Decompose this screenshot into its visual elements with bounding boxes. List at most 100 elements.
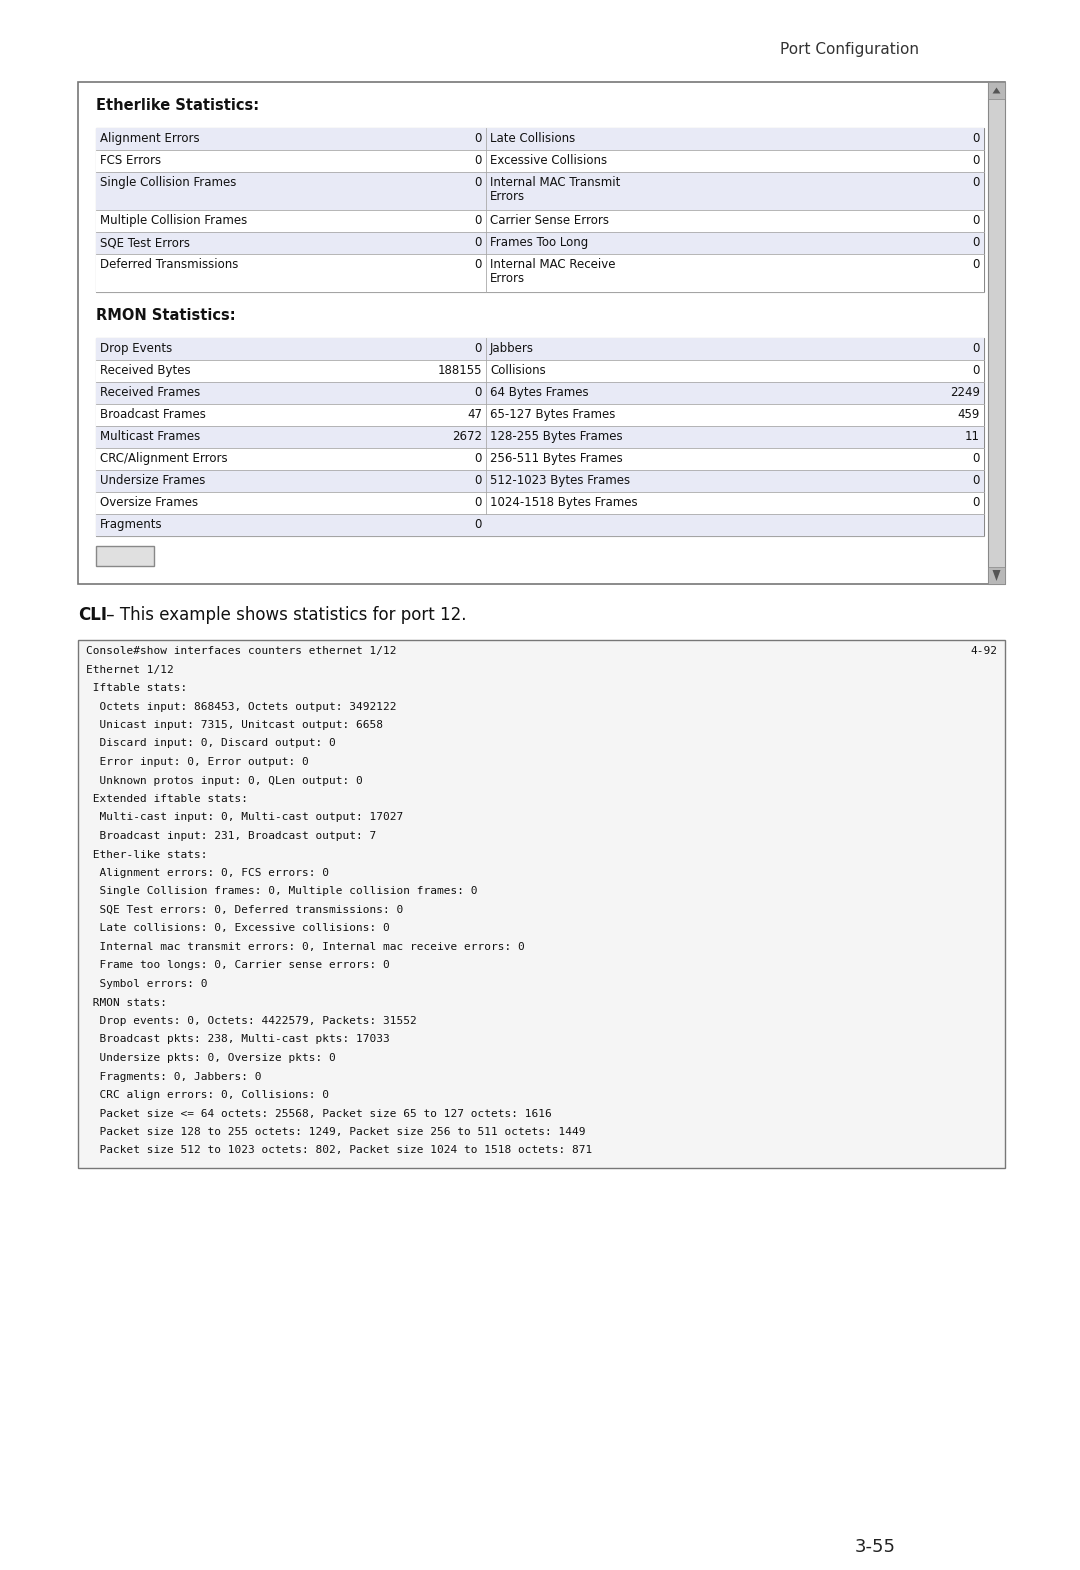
Bar (96, 173, 984, 210)
Text: 0: 0 (973, 474, 980, 487)
Bar (96, 210, 984, 232)
Text: Iftable stats:: Iftable stats: (86, 683, 187, 692)
Text: 3-55: 3-55 (855, 1539, 896, 1556)
Text: 4-92: 4-92 (970, 645, 997, 656)
Text: Fragments: Fragments (100, 518, 163, 531)
Text: 0: 0 (474, 176, 482, 188)
Text: CLI: CLI (78, 606, 107, 623)
Text: Broadcast input: 231, Broadcast output: 7: Broadcast input: 231, Broadcast output: … (86, 831, 376, 842)
Text: Refresh: Refresh (103, 550, 147, 562)
Bar (96, 469, 984, 491)
Text: 0: 0 (973, 154, 980, 166)
Text: Packet size 128 to 255 octets: 1249, Packet size 256 to 511 octets: 1449: Packet size 128 to 255 octets: 1249, Pac… (86, 1127, 585, 1137)
Text: Frame too longs: 0, Carrier sense errors: 0: Frame too longs: 0, Carrier sense errors… (86, 961, 390, 970)
Text: Undersize pkts: 0, Oversize pkts: 0: Undersize pkts: 0, Oversize pkts: 0 (86, 1053, 336, 1063)
Bar (96, 338, 984, 360)
Text: 459: 459 (958, 408, 980, 421)
Text: 0: 0 (973, 176, 980, 188)
Text: 0: 0 (973, 214, 980, 228)
Text: Excessive Collisions: Excessive Collisions (490, 154, 607, 166)
Text: 0: 0 (973, 236, 980, 250)
Bar (96, 382, 984, 403)
Text: Port Configuration: Port Configuration (780, 42, 919, 57)
Bar (96, 403, 984, 425)
Text: 2672: 2672 (453, 430, 482, 443)
Text: 0: 0 (474, 236, 482, 250)
Text: CRC/Alignment Errors: CRC/Alignment Errors (100, 452, 228, 465)
Text: 512-1023 Bytes Frames: 512-1023 Bytes Frames (490, 474, 630, 487)
Bar (96, 151, 984, 173)
Text: Extended iftable stats:: Extended iftable stats: (86, 794, 248, 804)
Text: Alignment Errors: Alignment Errors (100, 132, 200, 144)
Text: 0: 0 (474, 386, 482, 399)
Text: Internal mac transmit errors: 0, Internal mac receive errors: 0: Internal mac transmit errors: 0, Interna… (86, 942, 525, 951)
Text: Fragments: 0, Jabbers: 0: Fragments: 0, Jabbers: 0 (86, 1071, 261, 1082)
Text: 2249: 2249 (950, 386, 980, 399)
Text: Internal MAC Transmit: Internal MAC Transmit (490, 176, 620, 188)
Text: Error input: 0, Error output: 0: Error input: 0, Error output: 0 (86, 757, 309, 768)
Text: Octets input: 868453, Octets output: 3492122: Octets input: 868453, Octets output: 349… (86, 702, 396, 711)
Text: 0: 0 (973, 364, 980, 377)
Text: Unicast input: 7315, Unitcast output: 6658: Unicast input: 7315, Unitcast output: 66… (86, 721, 383, 730)
Text: Oversize Frames: Oversize Frames (100, 496, 198, 509)
Text: Late collisions: 0, Excessive collisions: 0: Late collisions: 0, Excessive collisions… (86, 923, 390, 934)
Text: Single Collision frames: 0, Multiple collision frames: 0: Single Collision frames: 0, Multiple col… (86, 887, 477, 896)
Text: Symbol errors: 0: Symbol errors: 0 (86, 980, 207, 989)
Text: Etherlike Statistics:: Etherlike Statistics: (96, 97, 259, 113)
Text: Console#show interfaces counters ethernet 1/12: Console#show interfaces counters etherne… (86, 645, 396, 656)
Bar (988, 567, 1005, 584)
Text: 0: 0 (474, 132, 482, 144)
Text: Jabbers: Jabbers (490, 342, 534, 355)
Text: Single Collision Frames: Single Collision Frames (100, 176, 237, 188)
Text: Collisions: Collisions (490, 364, 545, 377)
Bar (96, 425, 984, 447)
Text: 256-511 Bytes Frames: 256-511 Bytes Frames (490, 452, 623, 465)
Text: RMON stats:: RMON stats: (86, 997, 167, 1008)
Text: 0: 0 (973, 452, 980, 465)
Text: Drop Events: Drop Events (100, 342, 172, 355)
Bar (96, 129, 984, 151)
Text: 1024-1518 Bytes Frames: 1024-1518 Bytes Frames (490, 496, 637, 509)
Bar (96, 338, 984, 535)
Text: Received Frames: Received Frames (100, 386, 200, 399)
Bar (96, 129, 984, 292)
Text: Multicast Frames: Multicast Frames (100, 430, 200, 443)
Text: 0: 0 (474, 474, 482, 487)
Text: Packet size <= 64 octets: 25568, Packet size 65 to 127 octets: 1616: Packet size <= 64 octets: 25568, Packet … (86, 1108, 552, 1118)
Text: 0: 0 (474, 496, 482, 509)
Text: Broadcast Frames: Broadcast Frames (100, 408, 206, 421)
Text: Multiple Collision Frames: Multiple Collision Frames (100, 214, 247, 228)
Bar (96, 447, 984, 469)
Text: 0: 0 (474, 342, 482, 355)
Bar (78, 82, 1005, 584)
Bar (96, 360, 984, 382)
Text: Multi-cast input: 0, Multi-cast output: 17027: Multi-cast input: 0, Multi-cast output: … (86, 813, 403, 823)
Text: SQE Test Errors: SQE Test Errors (100, 236, 190, 250)
Text: 0: 0 (973, 257, 980, 272)
Text: Drop events: 0, Octets: 4422579, Packets: 31552: Drop events: 0, Octets: 4422579, Packets… (86, 1016, 417, 1027)
Text: Unknown protos input: 0, QLen output: 0: Unknown protos input: 0, QLen output: 0 (86, 776, 363, 785)
Text: FCS Errors: FCS Errors (100, 154, 161, 166)
Text: 188155: 188155 (437, 364, 482, 377)
Text: 47: 47 (467, 408, 482, 421)
Text: Errors: Errors (490, 272, 525, 286)
Text: 0: 0 (474, 452, 482, 465)
Text: 64 Bytes Frames: 64 Bytes Frames (490, 386, 589, 399)
Bar (96, 546, 154, 567)
Text: – This example shows statistics for port 12.: – This example shows statistics for port… (102, 606, 467, 623)
Bar (96, 513, 984, 535)
Text: Discard input: 0, Discard output: 0: Discard input: 0, Discard output: 0 (86, 738, 336, 749)
Bar (988, 82, 1005, 99)
Text: Broadcast pkts: 238, Multi-cast pkts: 17033: Broadcast pkts: 238, Multi-cast pkts: 17… (86, 1035, 390, 1044)
Text: 11: 11 (966, 430, 980, 443)
Text: 128-255 Bytes Frames: 128-255 Bytes Frames (490, 430, 623, 443)
Polygon shape (993, 570, 1000, 581)
Text: 0: 0 (973, 342, 980, 355)
Text: Ether-like stats:: Ether-like stats: (86, 849, 207, 859)
Text: 0: 0 (474, 154, 482, 166)
Text: 0: 0 (973, 132, 980, 144)
Text: SQE Test errors: 0, Deferred transmissions: 0: SQE Test errors: 0, Deferred transmissio… (86, 904, 403, 915)
Text: 0: 0 (474, 518, 482, 531)
Bar (96, 254, 984, 292)
Text: 0: 0 (474, 214, 482, 228)
